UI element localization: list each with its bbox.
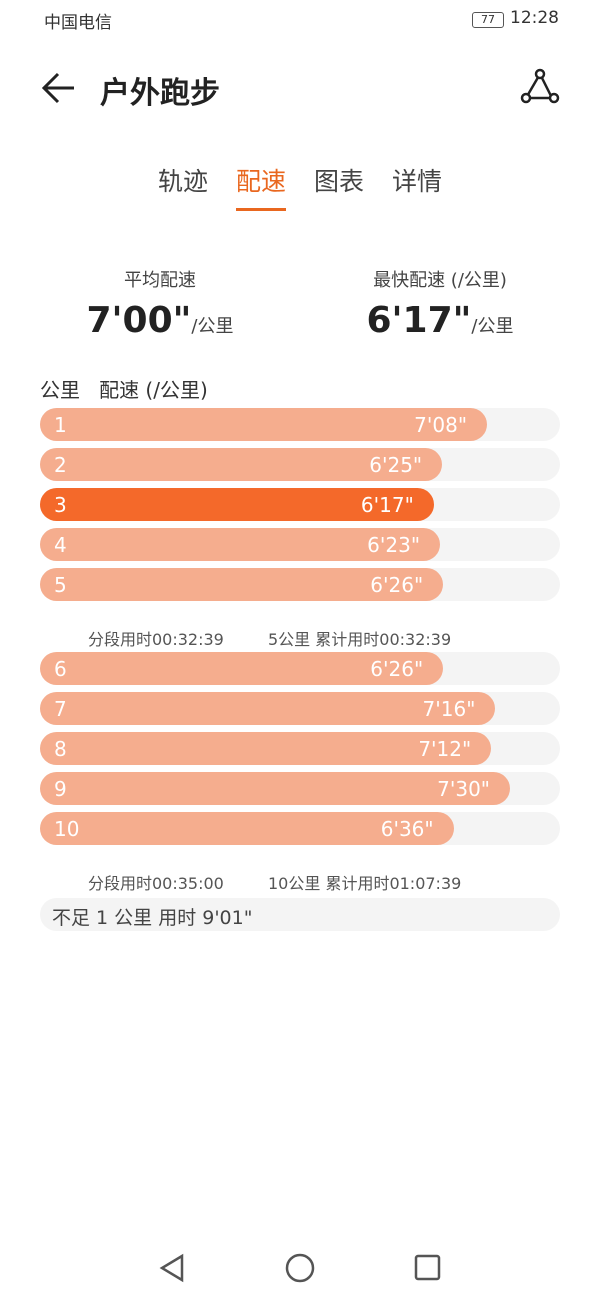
nav-back[interactable]	[159, 1253, 184, 1283]
pace-header: 配速 (/公里)	[99, 378, 208, 402]
remainder-row: 不足 1 公里 用时 9'01"	[40, 898, 560, 931]
pace-bar	[40, 772, 510, 805]
summary-value: 6'17"	[366, 300, 472, 341]
route-dot	[534, 68, 546, 80]
cumulative-time: 5公里 累计用时00:32:39	[268, 630, 452, 649]
tab-bar: 轨迹 配速 图表 详情	[0, 162, 600, 211]
tab[interactable]: 详情	[392, 167, 443, 196]
battery: 77	[472, 12, 504, 28]
km-label: 10	[54, 817, 80, 841]
remainder-text: 不足 1 公里 用时 9'01"	[52, 907, 253, 929]
pace-label: 6'36"	[380, 817, 434, 841]
back-arrow	[41, 72, 74, 104]
nav-bar	[159, 1253, 441, 1283]
split-row: 9 7'30"	[40, 772, 560, 805]
split-row: 8 7'12"	[40, 732, 560, 765]
summary-unit: /公里	[191, 316, 234, 337]
route-icon	[523, 71, 555, 100]
split-row: 1 7'08"	[40, 408, 560, 441]
pace-label: 7'12"	[418, 737, 472, 761]
km-label: 6	[54, 657, 67, 681]
summary-label: 平均配速	[124, 270, 196, 291]
km-label: 2	[54, 453, 67, 477]
pace-label: 6'23"	[367, 533, 421, 557]
page-title: 户外跑步	[100, 76, 220, 111]
column-header: 公里 配速 (/公里)	[40, 374, 208, 403]
summary-item: 最快配速 (/公里) 6'17"/公里	[290, 266, 590, 341]
summary-item: 平均配速 7'00"/公里	[10, 266, 310, 341]
km-label: 8	[54, 737, 67, 761]
km-label: 1	[54, 413, 67, 437]
split-row: 10 6'36"	[40, 812, 560, 845]
km-label: 9	[54, 777, 67, 801]
pace-bar	[40, 488, 434, 521]
segment-time: 分段用时00:32:39	[88, 630, 224, 649]
pace-label: 6'17"	[360, 493, 414, 517]
pace-bar	[40, 408, 488, 441]
route-dot	[520, 92, 532, 104]
km-label: 3	[54, 493, 67, 517]
pace-bar	[40, 812, 454, 845]
pace-bar	[40, 692, 496, 725]
summary-value: 7'00"	[86, 300, 192, 341]
pace-label: 6'25"	[369, 453, 423, 477]
pace-bar	[40, 528, 441, 561]
pace-bar	[40, 732, 492, 765]
summary-value-row: 7'00"/公里	[10, 300, 310, 341]
split-row: 3 6'17"	[40, 488, 560, 521]
summary-label: 最快配速 (/公里)	[373, 270, 507, 291]
nav-recent[interactable]	[414, 1254, 441, 1281]
pace-bar	[40, 568, 444, 601]
summary-value-row: 6'17"/公里	[290, 300, 590, 341]
pace-label: 7'30"	[437, 777, 490, 801]
segment-time: 分段用时00:35:00	[88, 874, 224, 893]
split-row: 2 6'25"	[40, 448, 560, 481]
nav-home[interactable]	[285, 1253, 315, 1283]
tab[interactable]: 图表	[314, 167, 365, 196]
clock: 12:28	[510, 8, 559, 28]
route-dot	[548, 92, 560, 104]
pace-label: 7'16"	[422, 697, 476, 721]
split-row: 7 7'16"	[40, 692, 560, 725]
carrier: 中国电信	[44, 13, 112, 33]
tab[interactable]: 轨迹	[157, 167, 208, 196]
split-row: 5 6'26"	[40, 568, 560, 601]
summary-unit: /公里	[471, 316, 514, 337]
km-label: 4	[54, 533, 67, 557]
split-row: 4 6'23"	[40, 528, 560, 561]
pace-bar	[40, 448, 443, 481]
split-row: 6 6'26"	[40, 652, 560, 685]
share-route-button[interactable]	[518, 68, 562, 108]
km-label: 7	[54, 697, 67, 721]
pace-label: 6'26"	[370, 657, 424, 681]
pace-bar	[40, 652, 444, 685]
tab[interactable]: 配速	[235, 162, 286, 211]
pace-label: 7'08"	[414, 413, 468, 437]
km-header: 公里	[40, 378, 80, 402]
cumulative-time: 10公里 累计用时01:07:39	[268, 874, 462, 893]
km-label: 5	[54, 573, 67, 597]
pace-label: 6'26"	[370, 573, 424, 597]
back-button[interactable]	[40, 70, 80, 106]
